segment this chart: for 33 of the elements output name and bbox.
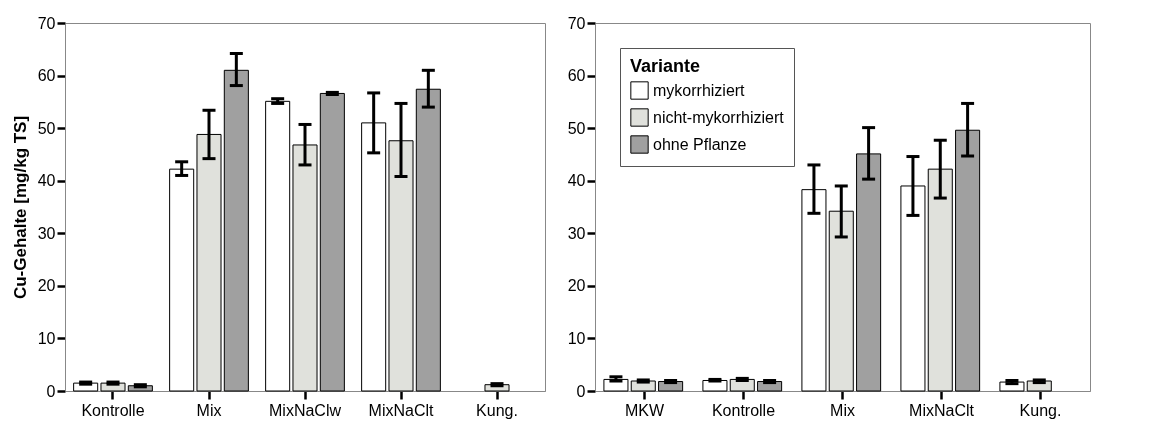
y-tick-label: 50 <box>37 119 56 137</box>
x-tick-label: MixNaClw <box>269 401 342 419</box>
legend-label: nicht-mykorrhiziert <box>653 108 785 126</box>
x-tick-label: Kontrolle <box>81 401 145 419</box>
y-tick-label: 30 <box>567 224 586 242</box>
bar <box>319 92 345 392</box>
y-tick-label: 40 <box>37 172 56 190</box>
x-tick-label: Kung. <box>1019 401 1062 419</box>
y-tick-label: 0 <box>46 382 56 400</box>
y-axis-title: Cu-Gehalte [mg/kg TS] <box>10 115 30 300</box>
x-tick-label: Mix <box>830 401 855 419</box>
y-tick-label: 10 <box>567 329 586 347</box>
legend-title: Variante <box>630 56 701 76</box>
x-tick-label: Mix <box>196 401 222 419</box>
y-tick-label: 70 <box>567 14 586 32</box>
y-tick-label: 70 <box>37 14 56 32</box>
y-tick-label: 40 <box>567 172 586 190</box>
y-tick-label: 0 <box>576 382 586 400</box>
y-tick-label: 10 <box>37 329 56 347</box>
y-tick-label: 20 <box>567 277 586 295</box>
legend-label: mykorrhiziert <box>653 81 746 99</box>
bar <box>265 100 291 392</box>
y-tick-label: 60 <box>37 67 56 85</box>
x-tick-label: MKW <box>624 401 665 419</box>
y-tick-label: 30 <box>37 224 56 242</box>
x-tick-label: Kung. <box>476 401 518 419</box>
y-tick-label: 20 <box>37 277 56 295</box>
y-tick-label: 60 <box>567 67 586 85</box>
x-tick-label: MixNaClt <box>909 401 975 419</box>
x-tick-label: MixNaClt <box>368 401 434 419</box>
y-tick-label: 50 <box>567 119 586 137</box>
x-tick-label: Kontrolle <box>711 401 776 419</box>
legend-label: ohne Pflanze <box>653 135 747 153</box>
